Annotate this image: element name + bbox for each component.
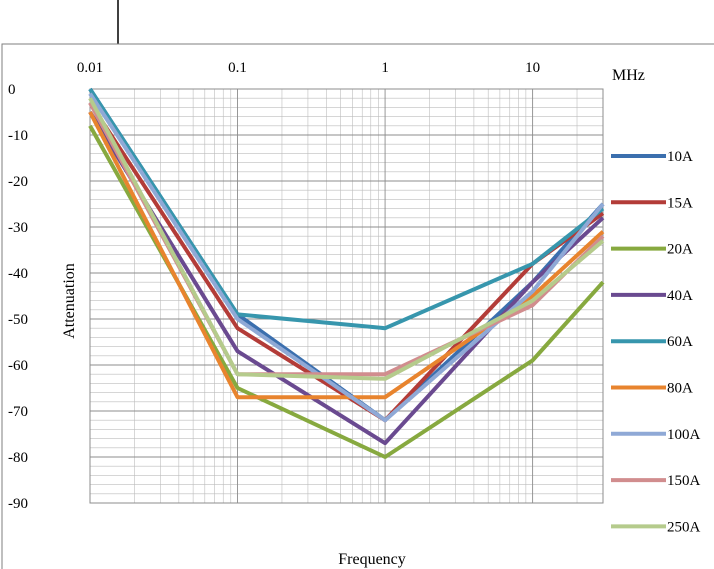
plot-area-border	[89, 88, 604, 504]
y-tick-label: -40	[8, 266, 28, 282]
legend-label-250a: 250A	[667, 519, 701, 535]
legend-label-60a: 60A	[667, 334, 693, 350]
y-tick-label: -50	[8, 312, 28, 328]
series-line-80a	[88, 111, 605, 400]
x-unit-label: MHz	[612, 67, 645, 84]
y-tick-label: -80	[8, 450, 28, 466]
y-tick-labels: 0 -10 -20 -30 -40 -50 -60 -70 -80 -90	[8, 82, 28, 512]
legend: 10A 15A 20A 40A 60A 80A 100A 150A 250A	[611, 149, 701, 535]
y-axis-title: Attenuation	[61, 263, 78, 339]
x-axis-title: Frequency	[338, 551, 406, 568]
legend-label-40a: 40A	[667, 288, 693, 304]
series-lines	[88, 87, 605, 459]
series-line-250a	[88, 97, 605, 381]
x-tick-label: 10	[525, 60, 540, 76]
legend-label-10a: 10A	[667, 149, 693, 165]
chart-area-border	[1, 43, 714, 569]
y-tick-label: 0	[8, 82, 16, 98]
y-tick-label: -60	[8, 358, 28, 374]
y-tick-label: -10	[8, 128, 28, 144]
series-line-60a	[88, 87, 605, 331]
y-tick-label: -20	[8, 174, 28, 190]
x-tick-label: 0.1	[228, 60, 247, 76]
legend-label-15a: 15A	[667, 195, 693, 211]
x-tick-labels: 0.01 0.1 1 10	[77, 60, 540, 76]
x-tick-label: 1	[381, 60, 389, 76]
y-tick-label: -90	[8, 496, 28, 512]
y-tick-label: -70	[8, 404, 28, 420]
legend-label-20a: 20A	[667, 242, 693, 258]
x-tick-label: 0.01	[77, 60, 103, 76]
legend-label-150a: 150A	[667, 473, 701, 489]
y-tick-label: -30	[8, 220, 28, 236]
series-line-100a	[88, 92, 605, 423]
legend-label-80a: 80A	[667, 381, 693, 397]
legend-label-100a: 100A	[667, 427, 701, 443]
